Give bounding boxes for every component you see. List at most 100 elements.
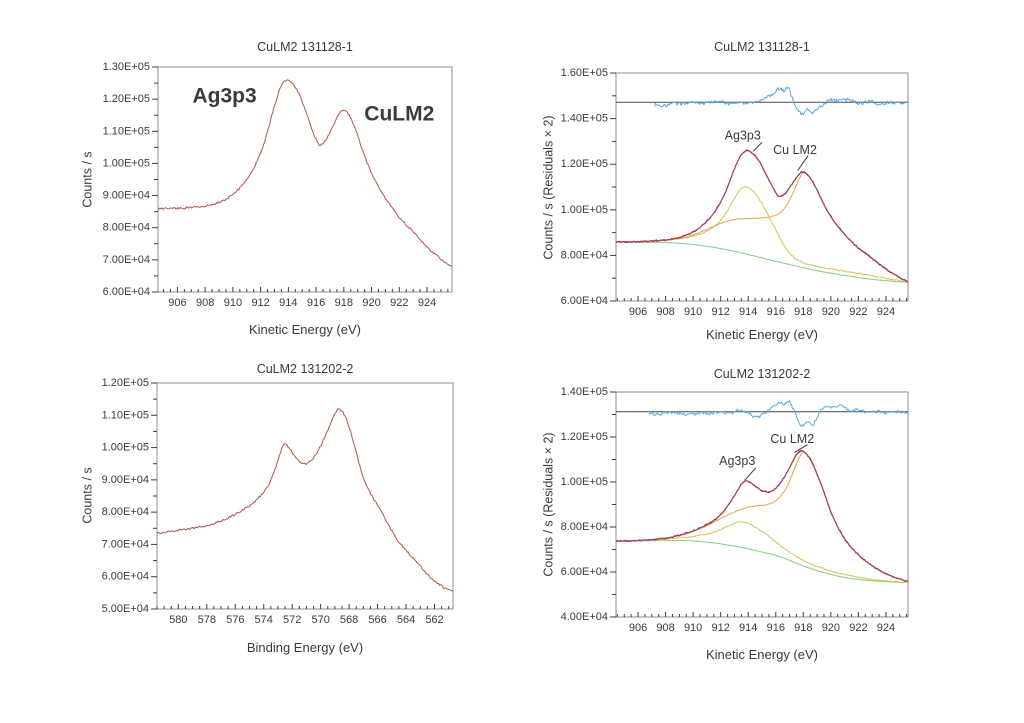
x-tick-label: 922 xyxy=(390,297,408,309)
x-tick-label: 924 xyxy=(877,622,895,634)
annotations: Ag3p3 Cu LM2 xyxy=(719,432,814,481)
y-tick-label: 8.00E+04 xyxy=(561,521,608,533)
y-axis-label: Counts / s xyxy=(80,467,95,524)
x-tick-label: 924 xyxy=(418,297,436,309)
peak-annotation: Ag3p3 xyxy=(192,84,256,107)
x-tick-label: 906 xyxy=(629,306,647,318)
annotations: Ag3p3 CuLM2 xyxy=(192,84,434,125)
x-tick-label: 566 xyxy=(368,614,386,626)
plot-frame xyxy=(156,382,454,610)
background-series xyxy=(616,241,908,283)
y-tick-label: 8.00E+04 xyxy=(103,222,150,234)
chart-title: CuLM2 131202-2 xyxy=(713,367,811,381)
y-tick-label: 1.00E+05 xyxy=(103,157,150,169)
y-tick-label: 7.00E+04 xyxy=(103,254,150,266)
x-tick-label: 914 xyxy=(279,297,297,309)
axis-ticks xyxy=(151,382,450,610)
x-tick-label: 922 xyxy=(849,306,867,318)
y-tick-label: 6.00E+04 xyxy=(561,295,608,307)
y-tick-label: 4.00E+04 xyxy=(561,611,608,623)
chart-bottom-right-fitted-spectrum: 906 908 910 912 914 916 918 920 922 924 1.40E+05 1.… xyxy=(561,386,909,634)
y-tick-label: 8.00E+04 xyxy=(561,249,608,261)
data-series xyxy=(616,450,908,583)
chart-bottom-left-raw-spectrum: 580 578 576 574 572 570 568 566 564 562 1.20E+05 1.… xyxy=(102,377,454,626)
background-series xyxy=(616,539,908,584)
x-tick-label: 908 xyxy=(656,622,674,634)
x-tick-label: 906 xyxy=(168,297,186,309)
component-ag3p3-series xyxy=(654,185,908,283)
x-tick-label: 908 xyxy=(656,306,674,318)
annotations: Ag3p3 Cu LM2 xyxy=(725,128,817,171)
series-group xyxy=(616,86,908,283)
x-tick-label: 912 xyxy=(711,306,729,318)
annotation-pointer-line xyxy=(744,467,757,481)
x-tick-label: 906 xyxy=(629,622,647,634)
x-tick-label: 910 xyxy=(684,306,702,318)
component-culm2-series xyxy=(616,451,908,583)
y-tick-label: 1.30E+05 xyxy=(103,61,150,73)
plot-frame xyxy=(615,391,909,618)
x-tick-label: 914 xyxy=(739,306,757,318)
y-axis-label: Counts / s (Residuals × 2) xyxy=(541,432,556,577)
x-tick-label: 578 xyxy=(198,614,216,626)
component-ag3p3-series xyxy=(651,521,908,584)
x-tick-label: 918 xyxy=(794,306,812,318)
y-tick-label: 1.20E+05 xyxy=(561,431,608,443)
y-axis-label: Counts / s xyxy=(80,151,95,208)
x-tick-label: 574 xyxy=(255,614,273,626)
peak-annotation: Ag3p3 xyxy=(725,128,761,142)
tick-labels: 580 578 576 574 572 570 568 566 564 562 1.20E+05 1.… xyxy=(102,377,444,626)
axis-ticks xyxy=(610,72,908,302)
x-tick-label: 920 xyxy=(822,622,840,634)
tick-labels: 906 908 910 912 914 916 918 920 922 924 1.60E+05 1.… xyxy=(561,67,896,318)
y-tick-label: 1.10E+05 xyxy=(102,409,149,421)
y-axis-label: Counts / s (Residuals × 2) xyxy=(541,115,556,260)
annotation-pointer-line xyxy=(752,141,763,152)
y-tick-label: 1.40E+05 xyxy=(561,113,608,125)
x-tick-label: 916 xyxy=(767,622,785,634)
x-tick-label: 912 xyxy=(251,297,269,309)
y-tick-label: 1.10E+05 xyxy=(103,125,150,137)
envelope-series xyxy=(616,150,908,283)
y-tick-label: 1.00E+05 xyxy=(561,476,608,488)
annotation-pointer-line xyxy=(797,155,809,171)
y-tick-label: 1.20E+05 xyxy=(102,377,149,389)
x-tick-label: 916 xyxy=(767,306,785,318)
x-tick-label: 916 xyxy=(307,297,325,309)
x-axis-label: Kinetic Energy (eV) xyxy=(249,322,361,337)
x-tick-label: 568 xyxy=(340,614,358,626)
y-tick-label: 9.00E+04 xyxy=(103,190,150,202)
y-tick-label: 1.00E+05 xyxy=(561,204,608,216)
y-tick-label: 1.20E+05 xyxy=(103,93,150,105)
x-tick-label: 910 xyxy=(224,297,242,309)
series-group xyxy=(616,400,908,584)
y-tick-label: 8.00E+04 xyxy=(102,506,149,518)
y-tick-label: 1.60E+05 xyxy=(561,67,608,79)
x-axis-label: Kinetic Energy (eV) xyxy=(706,327,818,342)
residuals-series xyxy=(648,400,908,427)
plot-frame xyxy=(615,72,909,302)
axis-ticks xyxy=(610,391,908,618)
x-tick-label: 924 xyxy=(877,306,895,318)
chart-title: CuLM2 131128-1 xyxy=(714,40,810,54)
component-culm2-series xyxy=(616,172,908,283)
y-tick-label: 1.40E+05 xyxy=(561,386,608,398)
y-tick-label: 6.00E+04 xyxy=(561,566,608,578)
envelope-series xyxy=(616,450,908,583)
chart-title: CuLM2 131128-1 xyxy=(257,40,353,54)
x-axis-label: Kinetic Energy (eV) xyxy=(706,647,818,662)
y-tick-label: 7.00E+04 xyxy=(102,538,149,550)
x-tick-label: 576 xyxy=(226,614,244,626)
x-tick-label: 918 xyxy=(335,297,353,309)
spectrum-series xyxy=(158,79,452,267)
x-axis-label: Binding Energy (eV) xyxy=(246,640,364,655)
x-tick-label: 912 xyxy=(711,622,729,634)
chart-top-right-fitted-spectrum: 906 908 910 912 914 916 918 920 922 924 1.60E+05 1.… xyxy=(561,67,909,318)
y-tick-label: 1.20E+05 xyxy=(561,158,608,170)
chart-top-left-raw-spectrum: 906 908 910 912 914 916 918 920 922 924 1.30E+05 1.… xyxy=(103,61,453,309)
tick-labels: 906 908 910 912 914 916 918 920 922 924 1.30E+05 1.… xyxy=(103,61,437,309)
residuals-series xyxy=(654,86,908,116)
x-tick-label: 572 xyxy=(283,614,301,626)
peak-annotation: Cu LM2 xyxy=(770,432,814,446)
